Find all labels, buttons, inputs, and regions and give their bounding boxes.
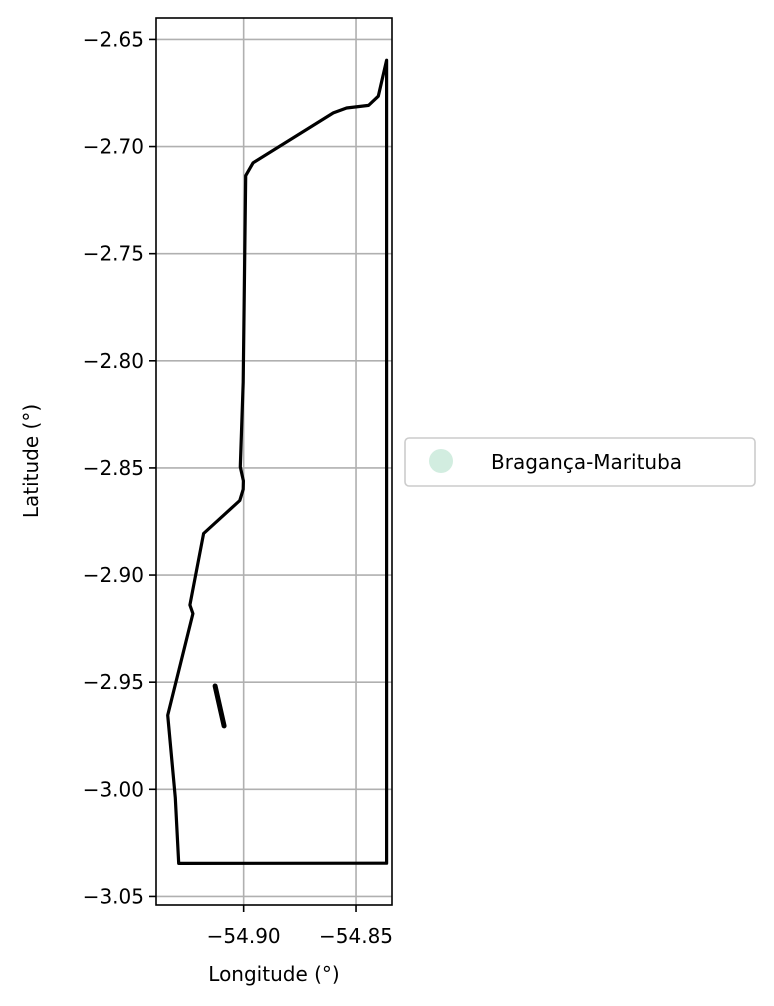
x-axis-label: Longitude (°)	[208, 962, 339, 986]
legend: Bragança-Marituba	[404, 437, 756, 487]
y-axis: −2.65 −2.70 −2.75 −2.80 −2.85 −2.90 −2.95 −3.00…	[83, 27, 156, 908]
boundary-line-2	[212, 683, 227, 729]
plot-background	[156, 18, 392, 905]
x-axis: −54.90 −54.85	[207, 905, 393, 948]
series-group	[166, 58, 389, 865]
y-tick-label: −3.00	[83, 777, 144, 801]
y-tick-label: −2.85	[83, 456, 144, 480]
plot-frame	[155, 17, 393, 906]
y-tick-label: −2.90	[83, 563, 144, 587]
y-tick-label: −2.95	[83, 670, 144, 694]
y-tick-label: −3.05	[83, 884, 144, 908]
y-axis-label: Latitude (°)	[19, 404, 43, 518]
y-tick-label: −2.80	[83, 349, 144, 373]
legend-marker	[429, 449, 453, 473]
y-tick-label: −2.75	[83, 242, 144, 266]
y-tick-label: −2.70	[83, 135, 144, 159]
y-tick-label: −2.65	[83, 27, 144, 51]
legend-box	[404, 437, 756, 487]
x-tick-label: −54.90	[207, 924, 281, 948]
legend-entry-label: Bragança-Marituba	[491, 450, 682, 474]
boundary-line-1	[166, 58, 389, 865]
x-tick-label: −54.85	[319, 924, 393, 948]
